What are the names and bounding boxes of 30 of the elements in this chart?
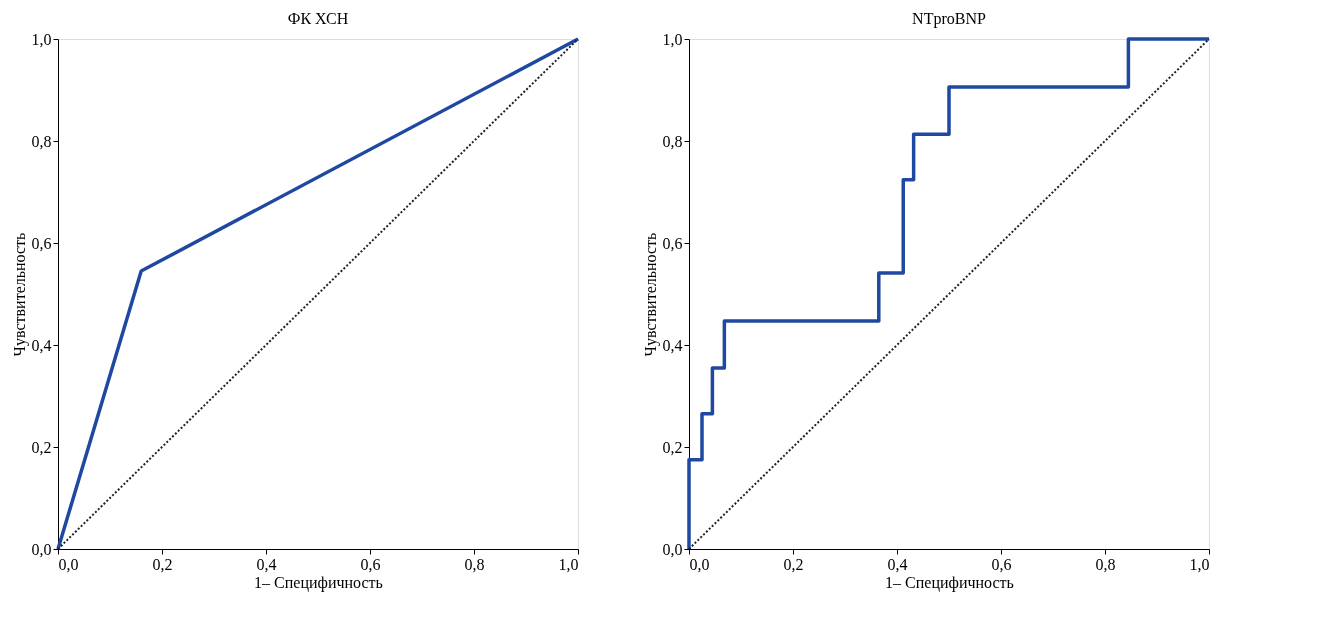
chart-title: NTproBNP [912, 10, 986, 28]
y-tick-label: 0,4 [31, 336, 52, 354]
y-tick-label: 1,0 [662, 30, 683, 48]
y-tick-label: 0,6 [31, 234, 52, 252]
y-tick-label: 1,0 [31, 30, 52, 48]
y-axis-title: Чувствительность [641, 232, 660, 357]
y-tick-label: 0,2 [31, 438, 52, 456]
x-tick-label: 0,4 [887, 555, 908, 573]
y-tick-label: 0,0 [31, 540, 52, 558]
x-tick-label: 0,2 [152, 555, 173, 573]
y-tick-label: 0,6 [662, 234, 683, 252]
y-tick-label: 0,2 [662, 438, 683, 456]
x-tick-label: 0,6 [360, 555, 381, 573]
x-tick-label: 0,8 [1095, 555, 1116, 573]
x-tick-label: 0,2 [783, 555, 804, 573]
x-tick-label: 0,8 [464, 555, 485, 573]
y-tick-label: 0,8 [662, 132, 683, 150]
x-tick-label: 0,6 [991, 555, 1012, 573]
y-tick-label: 0,0 [662, 540, 683, 558]
y-axis-title: Чувствительность [10, 232, 29, 357]
x-tick-label: 0,4 [256, 555, 277, 573]
x-axis-title: 1– Специфичность [885, 573, 1014, 592]
chart-title: ФК ХСН [287, 10, 349, 27]
y-tick-label: 0,4 [662, 336, 683, 354]
y-tick-label: 0,8 [31, 132, 52, 150]
x-tick-label: 1,0 [1189, 555, 1210, 573]
x-axis-title: 1– Специфичность [254, 573, 383, 592]
x-tick-label: 0,0 [689, 555, 710, 573]
x-tick-label: 0,0 [58, 555, 79, 573]
x-tick-label: 1,0 [558, 555, 579, 573]
